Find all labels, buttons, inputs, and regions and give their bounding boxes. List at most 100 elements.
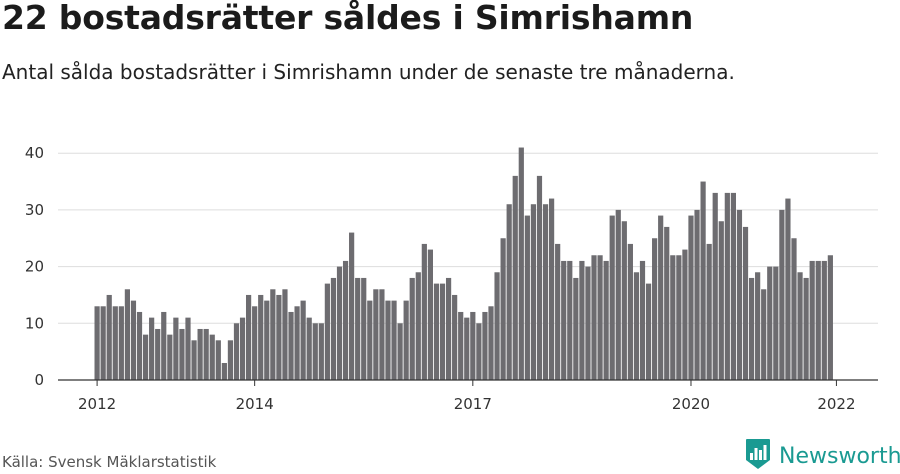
bar (694, 209, 700, 380)
bar (179, 328, 185, 380)
bar (155, 328, 161, 380)
bar (288, 311, 294, 380)
bar (318, 323, 324, 380)
bar (470, 311, 476, 380)
bar (300, 300, 306, 380)
bar (585, 266, 591, 380)
bars (94, 147, 833, 380)
bar (185, 317, 191, 380)
bar-chart: 0 10 20 30 40 2012 2014 2017 2020 2022 22 (25, 0, 878, 413)
bar (94, 306, 100, 380)
bar (458, 311, 464, 380)
bar (385, 300, 391, 380)
bar (779, 209, 785, 380)
bar (755, 272, 761, 380)
bar (621, 221, 627, 380)
bar (512, 175, 518, 380)
bar (433, 283, 440, 380)
bar (658, 215, 664, 380)
bar (767, 266, 773, 380)
bar (264, 300, 270, 380)
bar (312, 323, 318, 380)
bar (349, 232, 355, 380)
bar (561, 260, 567, 380)
bar (736, 209, 743, 380)
data-labels: 22 (826, 0, 846, 4)
y-axis-ticks: 0 10 20 30 40 (25, 144, 44, 389)
bar (136, 311, 143, 380)
bar (827, 255, 833, 380)
bar (118, 306, 124, 380)
highlight-value-label: 22 (826, 0, 846, 4)
bar (258, 294, 264, 380)
bar (706, 243, 712, 380)
bar (391, 300, 397, 380)
bar (161, 311, 167, 380)
bar (742, 226, 749, 380)
bar (536, 175, 543, 380)
bar (530, 204, 537, 380)
bar (803, 277, 809, 380)
bar (197, 328, 203, 380)
bar (336, 266, 343, 380)
bar (567, 260, 573, 380)
bar (676, 255, 682, 380)
bar (203, 328, 209, 380)
y-tick-label: 20 (25, 258, 44, 276)
bar (239, 317, 246, 380)
bar (797, 272, 803, 380)
bar (445, 277, 452, 380)
bar (791, 238, 797, 380)
bar (482, 311, 488, 380)
bar (227, 340, 234, 380)
bar (518, 147, 524, 380)
bar (427, 249, 433, 380)
bar (397, 323, 403, 380)
bar (361, 277, 367, 380)
bar (603, 260, 609, 380)
bar (597, 255, 603, 380)
bar (209, 334, 215, 380)
bar (724, 192, 730, 380)
bar (367, 300, 373, 380)
bar (748, 277, 755, 380)
source-note: Källa: Svensk Mäklarstatistik (2, 453, 217, 471)
bar (579, 260, 585, 380)
bar (615, 209, 621, 380)
bar (718, 221, 724, 380)
bar (173, 317, 179, 380)
newsworthy-brand[interactable]: Newsworthy (745, 439, 900, 472)
bar (809, 260, 815, 380)
bar (549, 198, 555, 380)
chart-title: 22 bostadsrätter såldes i Simrishamn (2, 0, 694, 37)
bar (542, 204, 549, 380)
bar (167, 334, 173, 380)
x-tick-label: 2012 (78, 395, 116, 413)
bar (252, 306, 258, 380)
bar (379, 289, 385, 380)
bar (415, 272, 421, 380)
x-tick-label: 2020 (672, 395, 710, 413)
x-tick-label: 2014 (236, 395, 274, 413)
bar (403, 300, 409, 380)
y-tick-label: 30 (25, 201, 44, 219)
bar (149, 317, 155, 380)
bar (191, 340, 197, 380)
y-tick-label: 10 (25, 314, 44, 332)
bar (452, 294, 458, 380)
bar (439, 283, 446, 380)
bar (282, 289, 288, 380)
bar (664, 226, 670, 380)
bar (494, 272, 500, 380)
bar (124, 289, 130, 380)
bar (246, 294, 252, 380)
bar (652, 238, 658, 380)
x-tick-label: 2022 (817, 395, 855, 413)
bar (821, 260, 827, 380)
brand-name: Newsworthy (779, 443, 900, 469)
bar (112, 306, 118, 380)
bar (712, 192, 718, 380)
bar (500, 238, 506, 380)
bar (142, 334, 149, 380)
chart-subtitle: Antal sålda bostadsrätter i Simrishamn u… (2, 60, 735, 84)
